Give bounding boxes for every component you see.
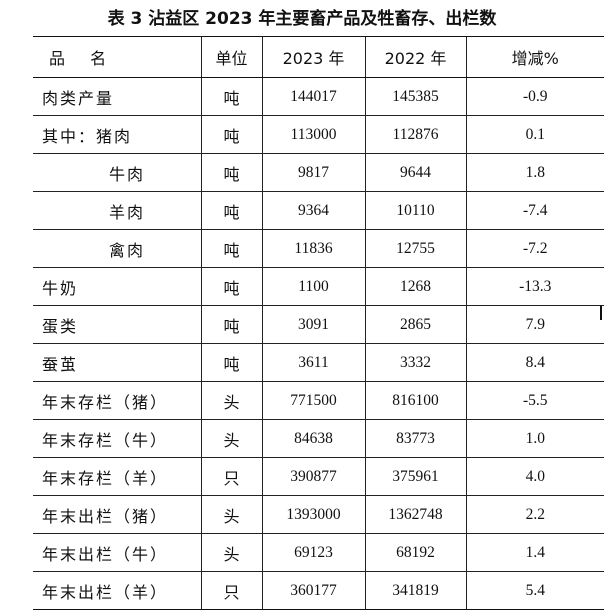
row-change: -0.9 (465, 77, 604, 116)
header-name: 品 名 (33, 36, 201, 78)
row-value-2023: 3091 (261, 305, 365, 344)
row-value-2022: 1268 (364, 267, 466, 306)
row-value-2023: 390877 (261, 457, 365, 496)
row-name: 年末存栏（猪） (33, 381, 201, 420)
row-value-2022: 3332 (364, 343, 466, 382)
row-value-2023: 1393000 (261, 495, 365, 534)
row-unit: 吨 (200, 229, 262, 268)
row-name: 年末出栏（猪） (33, 495, 201, 534)
row-value-2022: 83773 (364, 419, 466, 458)
row-value-2022: 12755 (364, 229, 466, 268)
row-change: 1.8 (465, 153, 604, 192)
row-value-2022: 2865 (364, 305, 466, 344)
row-name: 牛奶 (33, 267, 201, 306)
row-name: 羊肉 (33, 191, 201, 230)
row-value-2022: 816100 (364, 381, 466, 420)
header-row: 品 名 单位 2023 年 2022 年 增减% (33, 36, 604, 78)
row-change: 4.0 (465, 457, 604, 496)
row-unit: 吨 (200, 115, 262, 154)
row-unit: 头 (200, 381, 262, 420)
row-value-2023: 771500 (261, 381, 365, 420)
row-change: 1.4 (465, 533, 604, 572)
row-value-2023: 3611 (261, 343, 365, 382)
row-name: 年末出栏（牛） (33, 533, 201, 572)
row-value-2023: 113000 (261, 115, 365, 154)
row-change: 0.1 (465, 115, 604, 154)
table-row: 牛肉吨 9817 9644 1.8 (33, 153, 604, 192)
table-row: 蚕茧吨 3611 3332 8.4 (33, 343, 604, 382)
table-row: 牛奶吨 1100 1268 -13.3 (33, 267, 604, 306)
row-unit: 只 (200, 457, 262, 496)
row-value-2022: 9644 (364, 153, 466, 192)
table-row: 年末存栏（猪）头 771500 816100 -5.5 (33, 381, 604, 420)
table-row: 肉类产量吨 144017 145385 -0.9 (33, 77, 604, 116)
row-name: 蚕茧 (33, 343, 201, 382)
row-change: 7.9 (465, 305, 604, 344)
row-name: 年末出栏（羊） (33, 571, 201, 610)
row-name: 牛肉 (33, 153, 201, 192)
row-value-2023: 84638 (261, 419, 365, 458)
table-row: 蛋类吨 3091 2865 7.9 (33, 305, 604, 344)
livestock-table: 品 名 单位 2023 年 2022 年 增减% 肉类产量吨 144017 1453… (33, 36, 604, 610)
row-value-2023: 9817 (261, 153, 365, 192)
row-name: 蛋类 (33, 305, 201, 344)
row-value-2022: 68192 (364, 533, 466, 572)
row-change: 2.2 (465, 495, 604, 534)
row-value-2023: 360177 (261, 571, 365, 610)
row-value-2022: 145385 (364, 77, 466, 116)
row-change: -7.4 (465, 191, 604, 230)
row-change: -13.3 (465, 267, 604, 306)
row-unit: 头 (200, 495, 262, 534)
row-name: 年末存栏（牛） (33, 419, 201, 458)
row-value-2022: 1362748 (364, 495, 466, 534)
table-row: 禽肉吨 11836 12755 -7.2 (33, 229, 604, 268)
row-value-2023: 9364 (261, 191, 365, 230)
table-row: 年末出栏（牛）头 69123 68192 1.4 (33, 533, 604, 572)
row-change: 1.0 (465, 419, 604, 458)
table-row: 其中：猪肉吨 113000 112876 0.1 (33, 115, 604, 154)
table-row: 年末存栏（羊）只 390877 375961 4.0 (33, 457, 604, 496)
header-change: 增减% (465, 36, 604, 78)
header-2022: 2022 年 (364, 36, 466, 78)
row-value-2022: 10110 (364, 191, 466, 230)
row-value-2023: 11836 (261, 229, 365, 268)
row-name: 肉类产量 (33, 77, 201, 116)
table-row: 年末出栏（猪）头 1393000 1362748 2.2 (33, 495, 604, 534)
table-row: 年末存栏（牛）头 84638 83773 1.0 (33, 419, 604, 458)
row-value-2023: 1100 (261, 267, 365, 306)
row-value-2022: 112876 (364, 115, 466, 154)
row-unit: 吨 (200, 77, 262, 116)
row-unit: 吨 (200, 153, 262, 192)
row-name: 其中：猪肉 (33, 115, 201, 154)
row-unit: 头 (200, 419, 262, 458)
row-value-2022: 375961 (364, 457, 466, 496)
row-change: 5.4 (465, 571, 604, 610)
row-unit: 吨 (200, 191, 262, 230)
row-change: -7.2 (465, 229, 604, 268)
row-value-2022: 341819 (364, 571, 466, 610)
row-unit: 头 (200, 533, 262, 572)
row-value-2023: 144017 (261, 77, 365, 116)
row-change: -5.5 (465, 381, 604, 420)
row-name: 禽肉 (33, 229, 201, 268)
row-unit: 吨 (200, 343, 262, 382)
row-name: 年末存栏（羊） (33, 457, 201, 496)
header-unit: 单位 (200, 36, 262, 78)
page-edge-mark (600, 306, 602, 320)
row-unit: 吨 (200, 305, 262, 344)
row-unit: 只 (200, 571, 262, 610)
row-unit: 吨 (200, 267, 262, 306)
table-row: 羊肉吨 9364 10110 -7.4 (33, 191, 604, 230)
row-value-2023: 69123 (261, 533, 365, 572)
header-2023: 2023 年 (261, 36, 365, 78)
table-row: 年末出栏（羊）只 360177 341819 5.4 (33, 571, 604, 610)
table-title: 表 3 沾益区 2023 年主要畜产品及牲畜存、出栏数 (107, 9, 497, 29)
row-change: 8.4 (465, 343, 604, 382)
